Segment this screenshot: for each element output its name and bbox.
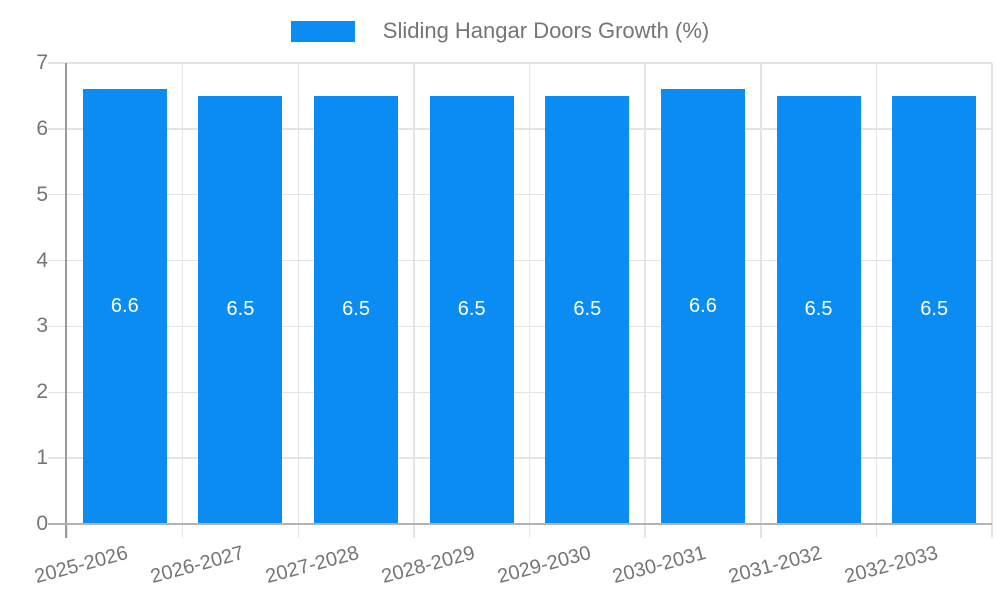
v-gridline xyxy=(528,63,531,524)
x-axis-tick xyxy=(760,524,762,538)
bar-value-label: 6.6 xyxy=(689,295,717,318)
y-axis-tick xyxy=(48,62,67,64)
bar-value-label: 6.5 xyxy=(920,298,949,321)
bar: 6.5 xyxy=(776,95,861,524)
bar: 6.5 xyxy=(545,95,630,524)
x-axis-tick xyxy=(181,524,184,538)
x-axis-tick xyxy=(413,524,415,538)
x-axis-tick xyxy=(297,524,299,538)
x-axis-tick xyxy=(66,524,68,538)
y-tick-label: 3 xyxy=(36,314,48,338)
bar: 6.6 xyxy=(660,89,745,524)
y-axis-tick xyxy=(48,193,67,196)
x-axis-line xyxy=(48,523,992,525)
y-tick-label: 0 xyxy=(36,512,48,535)
v-gridline xyxy=(875,63,878,524)
legend-swatch xyxy=(290,20,355,42)
x-tick-label: 2030-2031 xyxy=(610,542,709,589)
x-axis-tick xyxy=(644,524,646,538)
v-gridline xyxy=(297,63,299,524)
bar-value-label: 6.5 xyxy=(804,298,833,321)
legend-label: Sliding Hangar Doors Growth (%) xyxy=(382,18,710,43)
y-axis-tick xyxy=(48,259,67,262)
bar-value-label: 6.5 xyxy=(573,298,602,321)
bar-value-label: 6.5 xyxy=(226,298,255,321)
y-axis-tick xyxy=(48,391,67,394)
y-axis-line xyxy=(65,63,67,538)
y-axis-tick xyxy=(48,128,67,130)
x-tick-label: 2031-2032 xyxy=(726,542,825,589)
bar: 6.5 xyxy=(429,95,514,524)
chart-legend[interactable]: Sliding Hangar Doors Growth (%) xyxy=(0,18,1000,44)
x-axis-tick xyxy=(528,524,531,538)
y-tick-label: 7 xyxy=(36,51,48,74)
bar-value-label: 6.5 xyxy=(342,298,370,321)
y-tick-label: 5 xyxy=(36,182,48,206)
v-gridline xyxy=(760,63,762,524)
x-tick-label: 2028-2029 xyxy=(379,542,478,589)
v-gridline xyxy=(991,63,993,524)
y-axis-tick xyxy=(48,325,67,328)
y-tick-label: 4 xyxy=(36,248,48,272)
v-gridline xyxy=(413,63,415,524)
v-gridline xyxy=(644,63,646,524)
y-axis-tick xyxy=(48,457,67,459)
x-tick-label: 2025-2026 xyxy=(32,542,131,589)
x-tick-label: 2032-2033 xyxy=(841,542,940,589)
bar: 6.5 xyxy=(314,95,399,524)
y-tick-label: 2 xyxy=(36,380,48,404)
y-tick-label: 1 xyxy=(36,446,48,470)
x-tick-label: 2029-2030 xyxy=(494,542,594,589)
x-tick-label: 2026-2027 xyxy=(148,542,247,589)
bar-value-label: 6.5 xyxy=(457,298,486,321)
x-axis-tick xyxy=(991,524,993,538)
x-axis-tick xyxy=(875,524,878,538)
v-gridline xyxy=(181,63,184,524)
x-tick-label: 2027-2028 xyxy=(263,542,362,589)
y-tick-label: 6 xyxy=(36,116,48,140)
bar-value-label: 6.6 xyxy=(110,295,139,318)
bar: 6.6 xyxy=(82,89,167,524)
bar: 6.5 xyxy=(198,95,283,524)
bar: 6.5 xyxy=(892,95,977,524)
